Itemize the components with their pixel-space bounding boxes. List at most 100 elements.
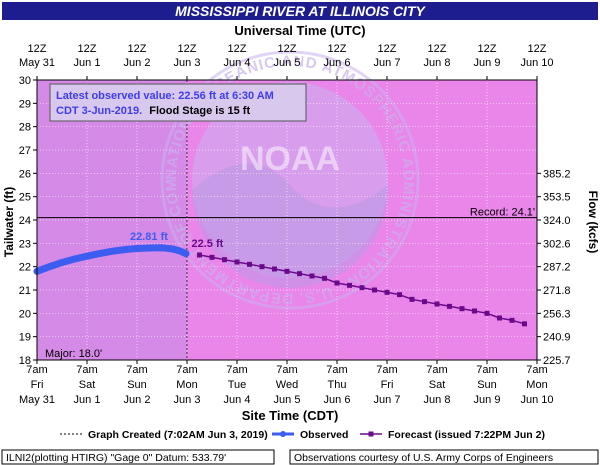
local-tick-date: Jun 9 [474,394,501,406]
forecast-point [422,299,427,305]
forecast-point [509,317,515,323]
forecast-point [447,303,452,309]
left-tick-label: 28 [19,122,31,134]
forecast-point [434,301,440,307]
left-tick-label: 22 [19,262,31,274]
right-tick-label: 271.8 [543,285,571,297]
forecast-point [334,280,340,286]
right-tick-label: 385.2 [543,168,571,180]
local-tick-time: 7am [76,364,97,376]
legend: Graph Created (7:02AM Jun 3, 2019) Obser… [60,429,545,441]
left-tick-label: 30 [19,75,31,87]
local-tick-time: 7am [326,364,347,376]
utc-tick-time: 12Z [378,43,397,55]
info-line-2a: CDT 3-Jun-2019. [56,105,142,117]
local-tick-weekday: Thu [328,379,347,391]
local-tick-weekday: Fri [381,379,394,391]
forecast-point [372,287,377,293]
observed-crest-label: 22.81 ft [130,231,168,243]
legend-forecast-label: Forecast (issued 7:22PM Jun 2) [388,429,545,441]
right-tick-label: 225.7 [543,355,571,367]
observed-point [176,247,183,255]
right-tick-label: 240.9 [543,332,571,344]
local-tick-date: Jun 5 [274,394,301,406]
utc-tick-time: 12Z [278,43,297,55]
utc-tick-time: 12Z [128,43,147,55]
utc-tick-date: May 31 [19,57,55,69]
footer-right: Observations courtesy of U.S. Army Corps… [294,452,553,464]
major-label: Major: 18.0' [45,348,102,360]
local-tick-date: Jun 3 [174,394,201,406]
forecast-point [197,252,202,258]
local-tick-time: 7am [176,364,197,376]
forecast-point [284,268,290,274]
forecast-point [472,308,477,314]
forecast-point [209,254,215,260]
left-tick-label: 27 [19,145,31,157]
utc-tick-time: 12Z [478,43,497,55]
observed-point [46,263,53,271]
utc-tick-date: Jun 3 [174,57,201,69]
observed-point [121,246,128,254]
left-tick-label: 26 [19,168,31,180]
forecast-point [247,261,252,267]
local-tick-time: 7am [276,364,297,376]
local-tick-weekday: Sat [429,379,446,391]
observed-point [83,252,91,260]
local-tick-time: 7am [426,364,447,376]
local-tick-weekday: Tue [228,379,247,391]
utc-tick-time: 12Z [78,43,97,55]
legend-forecast-marker [368,431,374,437]
observed-point [168,245,176,253]
local-tick-time: 7am [376,364,397,376]
footer-left-box [1,449,275,465]
local-tick-weekday: Wed [276,379,298,391]
series-group: 22.81 ft 22.5 ft [33,231,527,327]
reference-lines: Record: 24.1' Major: 18.0' [37,80,537,360]
left-tick-label: 24 [19,215,31,227]
utc-tick-time: 12Z [328,43,347,55]
local-tick-weekday: Fri [31,379,44,391]
left-tick-label: 18 [19,355,31,367]
local-tick-time: 7am [476,364,497,376]
local-tick-time: 7am [26,364,47,376]
left-tick-label: 23 [19,238,31,250]
local-tick-date: Jun 1 [74,394,101,406]
local-tick-time: 7am [126,364,147,376]
utc-tick-time: 12Z [528,43,547,55]
forecast-point [297,271,302,277]
observed-point [71,255,78,263]
utc-tick-time: 12Z [228,43,247,55]
observed-point [146,244,153,252]
forecast-point [272,266,277,272]
info-box [49,83,307,122]
utc-tick-date: Jun 8 [424,57,451,69]
local-tick-date: May 31 [19,394,55,406]
forecast-point [522,321,527,327]
left-tick-label: 19 [19,332,31,344]
footer-left: ILNI2(plotting HTIRG) "Gage 0" Datum: 53… [6,452,226,464]
axis-labels: 18 19 20 21 22 23 24 25 26 27 28 29 30 225.7 240.9 256.… [19,43,571,406]
record-label: Record: 24.1' [470,207,535,219]
local-tick-weekday: Sat [79,379,96,391]
info-line-2: CDT 3-Jun-2019. Flood Stage is 15 ft [56,105,250,117]
observed-point [58,259,66,266]
right-axis-label: Flow (kcfs) [586,191,600,254]
watermark-center-text: NOAA [240,140,340,178]
utc-tick-date: Jun 9 [474,57,501,69]
utc-tick-time: 12Z [178,43,197,55]
forecast-point [384,289,390,295]
local-tick-time: 7am [526,364,547,376]
watermark-gull [192,163,388,288]
left-tick-label: 21 [19,285,31,297]
utc-tick-date: Jun 10 [520,57,553,69]
observed-point [96,250,103,257]
watermark-outer-ring [160,50,420,310]
observed-point [158,244,166,252]
forecast-point [347,282,352,288]
info-line-1: Latest observed value: 22.56 ft at 6:30 … [56,90,274,102]
local-tick-weekday: Sun [127,379,147,391]
local-tick-date: Jun 2 [124,394,151,406]
local-tick-weekday: Mon [526,379,547,391]
bottom-axis-label: Site Time (CDT) [242,408,339,423]
